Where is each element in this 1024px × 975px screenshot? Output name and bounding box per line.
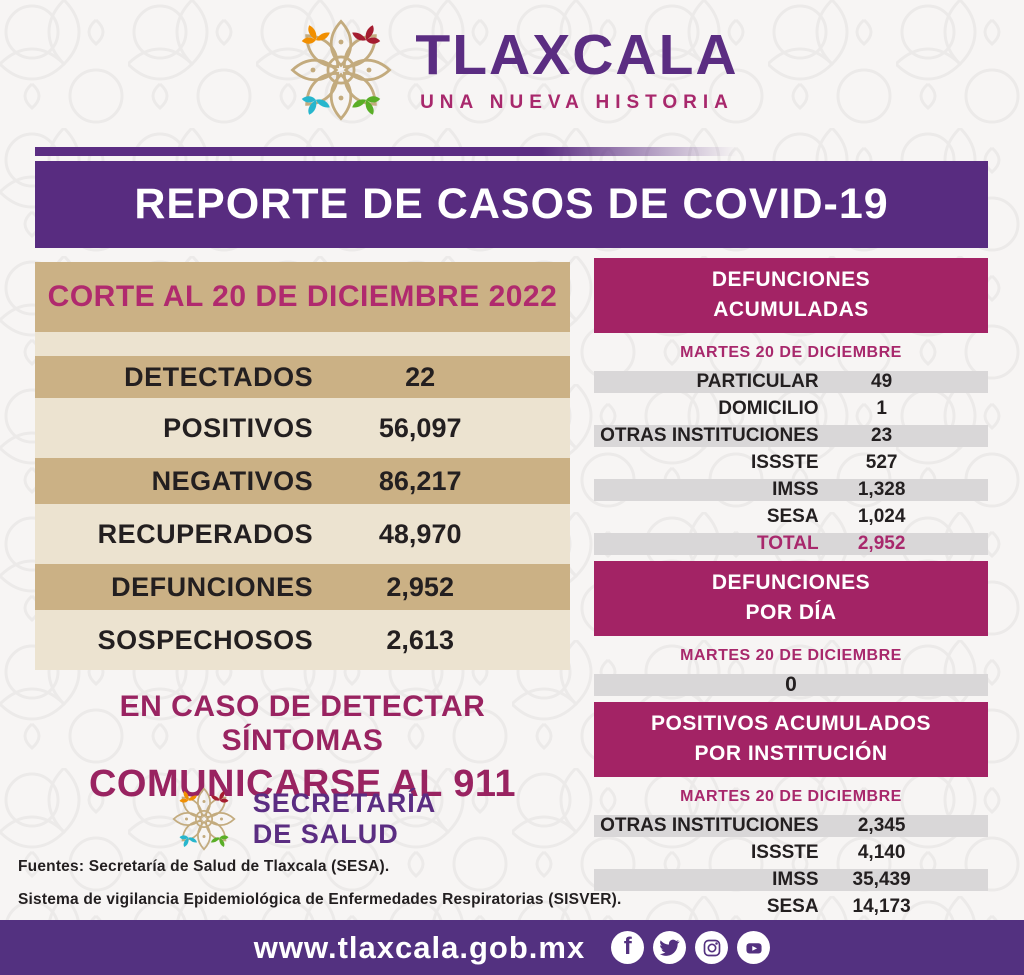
table-row: ISSSTE 527	[594, 452, 988, 474]
social-icons: f	[611, 931, 771, 964]
title-banner: REPORTE DE CASOS DE COVID-19	[35, 161, 988, 248]
row-value: 56,097	[378, 412, 462, 443]
brand-tagline: UNA NUEVA HISTORIA	[420, 91, 734, 113]
facebook-icon[interactable]: f	[611, 931, 645, 964]
row-value: 23	[871, 424, 893, 446]
secretaria-line1: SECRETARÍA	[252, 787, 437, 818]
source-line1: Fuentes: Secretaría de Salud de Tlaxcala…	[18, 858, 390, 875]
section-header-line2: ACUMULADAS	[713, 298, 869, 322]
table-row: OTRAS INSTITUCIONES 2,345	[594, 814, 988, 837]
row-label: OTRAS INSTITUCIONES	[600, 424, 819, 446]
youtube-icon[interactable]	[737, 931, 771, 964]
row-label: POSITIVOS	[163, 412, 314, 443]
sources-block: Fuentes: Secretaría de Salud de Tlaxcala…	[18, 858, 658, 909]
tlaxcala-flower-icon	[285, 14, 397, 126]
section-header-defunciones-por-dia: DEFUNCIONES POR DÍA	[594, 560, 988, 636]
summary-row: DETECTADOS 22	[35, 356, 570, 398]
row-value: 49	[871, 370, 893, 392]
section-date: MARTES 20 DE DICIEMBRE	[680, 646, 902, 664]
table-row: SESA 1,024	[594, 506, 988, 528]
section-header-line2: POR INSTITUCIÓN	[694, 742, 888, 766]
row-label: PARTICULAR	[696, 370, 819, 392]
table-row: DOMICILIO 1	[594, 398, 988, 420]
table-row: IMSS 35,439	[594, 868, 988, 891]
row-label: ISSSTE	[751, 451, 819, 473]
section-header-defunciones-acumuladas: DEFUNCIONES ACUMULADAS	[594, 258, 988, 333]
row-value: 14,173	[852, 895, 911, 917]
row-value: 1,328	[857, 478, 906, 500]
summary-spacer	[35, 332, 570, 356]
row-value: 0	[785, 672, 797, 696]
summary-header: CORTE AL 20 DE DICIEMBRE 2022	[35, 262, 570, 332]
row-label: OTRAS INSTITUCIONES	[600, 814, 819, 836]
section-header-line1: POSITIVOS ACUMULADOS	[651, 711, 931, 735]
row-value: 2,952	[386, 571, 454, 602]
instagram-icon[interactable]	[695, 931, 729, 964]
table-row-single: 0	[594, 672, 988, 696]
advisory-line2: COMUNICARSE AL 911	[88, 763, 517, 805]
table-row: SESA 14,173	[594, 896, 988, 918]
row-label: DEFUNCIONES	[111, 571, 314, 602]
footer-bar: www.tlaxcala.gob.mx f	[0, 920, 1024, 975]
section-header-line2: POR DÍA	[745, 601, 837, 625]
row-value: 4,140	[857, 841, 906, 863]
advisory-line1: EN CASO DE DETECTAR SÍNTOMAS	[119, 690, 486, 757]
table-row-total: TOTAL 2,952	[594, 532, 988, 555]
row-label: NEGATIVOS	[151, 465, 314, 496]
table-row: ISSSTE 4,140	[594, 842, 988, 864]
table-row: IMSS 1,328	[594, 478, 988, 501]
source-line2: Sistema de vigilancia Epidemiológica de …	[18, 891, 622, 908]
row-value: 2,345	[857, 814, 906, 836]
row-label: DETECTADOS	[124, 361, 314, 392]
row-value: 48,970	[378, 518, 462, 549]
row-value: 1,024	[857, 505, 906, 527]
section-header-line1: DEFUNCIONES	[711, 268, 871, 291]
section-date: MARTES 20 DE DICIEMBRE	[680, 343, 902, 361]
summary-panel: CORTE AL 20 DE DICIEMBRE 2022 DETECTADOS…	[35, 262, 570, 670]
summary-row: SOSPECHOSOS 2,613	[35, 610, 570, 670]
secretaria-text: SECRETARÍA DE SALUD	[253, 788, 437, 850]
section-header-positivos-acumulados: POSITIVOS ACUMULADOS POR INSTITUCIÓN	[594, 701, 988, 777]
summary-row: DEFUNCIONES 2,952	[35, 564, 570, 610]
row-value: 86,217	[378, 465, 462, 496]
symptoms-advisory: EN CASO DE DETECTAR SÍNTOMAS COMUNICARSE…	[35, 690, 570, 806]
footer-url-link[interactable]: www.tlaxcala.gob.mx	[253, 929, 586, 965]
row-value: 527	[865, 451, 898, 473]
row-value: 2,613	[386, 624, 454, 655]
row-label: SESA	[766, 505, 819, 527]
institution-column: DEFUNCIONES ACUMULADAS MARTES 20 DE DICI…	[594, 258, 988, 950]
row-label: RECUPERADOS	[97, 518, 314, 549]
table-row: PARTICULAR 49	[594, 370, 988, 393]
brand-text: TLAXCALA UNA NUEVA HISTORIA	[415, 22, 739, 114]
row-label: IMSS	[772, 868, 819, 890]
section-header-line1: DEFUNCIONES	[711, 570, 871, 594]
row-value: 35,439	[852, 868, 911, 890]
page-title: REPORTE DE CASOS DE COVID-19	[134, 180, 889, 228]
row-value: 1	[876, 397, 887, 419]
row-label: SESA	[766, 895, 819, 917]
row-label: IMSS	[772, 478, 819, 500]
row-value: 2,952	[857, 532, 906, 554]
row-label: TOTAL	[757, 532, 819, 554]
secretaria-de-salud-logo: SECRETARÍA DE SALUD	[35, 784, 570, 854]
summary-row: NEGATIVOS 86,217	[35, 458, 570, 504]
row-label: ISSSTE	[751, 841, 819, 863]
secretaria-flower-icon	[169, 784, 239, 854]
summary-row: POSITIVOS 56,097	[35, 398, 570, 458]
gradient-rule	[35, 147, 1010, 156]
row-label: SOSPECHOSOS	[97, 624, 314, 655]
row-label: DOMICILIO	[718, 397, 819, 419]
table-row: OTRAS INSTITUCIONES 23	[594, 424, 988, 447]
row-value: 22	[405, 361, 436, 392]
secretaria-line2: DE SALUD	[252, 819, 399, 849]
summary-row: RECUPERADOS 48,970	[35, 504, 570, 564]
twitter-icon[interactable]	[653, 931, 687, 964]
brand-header: TLAXCALA UNA NUEVA HISTORIA	[0, 14, 1024, 126]
brand-name: TLAXCALA	[415, 22, 739, 87]
section-date: MARTES 20 DE DICIEMBRE	[680, 787, 902, 805]
